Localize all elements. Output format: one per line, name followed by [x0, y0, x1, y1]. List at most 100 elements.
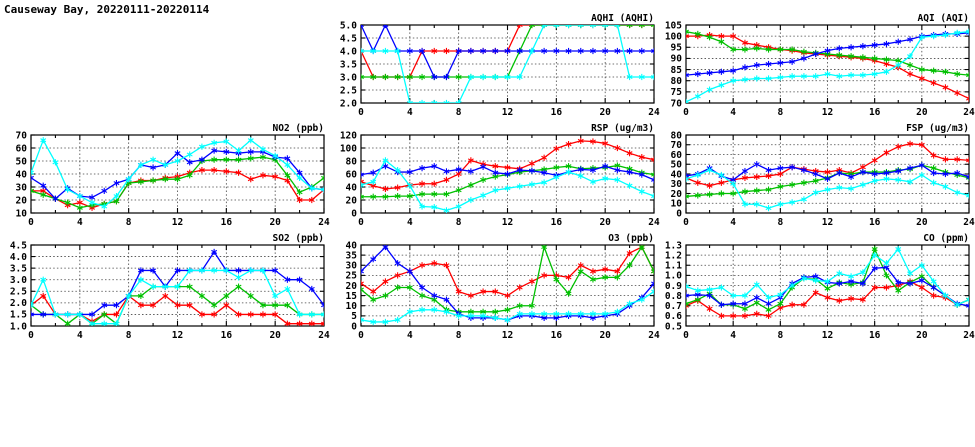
series-so2-day4 — [31, 267, 324, 326]
x-tick-label: 24 — [318, 217, 330, 228]
y-tick-label: 70 — [671, 98, 683, 109]
y-tick-label: 60 — [671, 150, 683, 161]
chart-title-rsp: RSP (ug/m3) — [591, 123, 654, 134]
x-tick-label: 4 — [407, 330, 413, 341]
y-tick-label: 0.7 — [665, 301, 682, 312]
x-tick-label: 12 — [502, 107, 513, 118]
y-tick-label: 105 — [665, 20, 682, 31]
x-tick-label: 12 — [502, 330, 513, 341]
series-aqhi-day4 — [361, 25, 654, 103]
x-tick-label: 12 — [822, 107, 833, 118]
y-tick-label: 10 — [671, 199, 683, 210]
y-tick-label: 30 — [16, 182, 28, 193]
y-tick-label: 60 — [346, 169, 358, 180]
chart-no2: NO2 (ppb) 10 20 30 40 50 60 70 0 4 8 12 16 20 24 — [16, 123, 330, 228]
y-tick-label: 3.0 — [340, 72, 357, 83]
chart-title-aqi: AQI (AQI) — [918, 13, 969, 24]
chart-so2: SO2 (ppb) 1.01.52.02.53.03.54.04.5 0 4 8 12 16… — [10, 233, 330, 341]
series-rsp-day4 — [361, 157, 654, 213]
x-tick-label: 24 — [318, 330, 330, 341]
y-tick-label: 2.5 — [10, 287, 27, 298]
y-tick-label: 0 — [351, 208, 357, 219]
x-tick-label: 24 — [648, 107, 660, 118]
x-tick-label: 16 — [221, 217, 233, 228]
y-tick-label: 20 — [346, 195, 358, 206]
y-tick-label: 75 — [671, 87, 683, 98]
y-tick-label: 1.2 — [665, 250, 682, 261]
series-co-day4 — [686, 245, 969, 308]
panel-aqi: AQI (AQI) 70 75 80 85 90 95 100 105 0 4 8 12 16 20 24 — [655, 10, 975, 122]
series-o3-day4 — [361, 288, 654, 326]
y-tick-label: 70 — [16, 130, 28, 141]
series-no2-day4 — [31, 137, 324, 210]
y-tick-label: 20 — [346, 281, 358, 292]
chart-title-aqhi: AQHI (AQHI) — [591, 13, 654, 24]
y-tick-label: 30 — [671, 179, 683, 190]
y-tick-label: 20 — [671, 189, 683, 200]
x-tick-label: 20 — [916, 330, 928, 341]
y-tick-label: 2.0 — [10, 298, 27, 309]
x-tick-label: 16 — [869, 217, 881, 228]
x-tick-label: 12 — [822, 330, 833, 341]
y-tick-label: 35 — [346, 250, 358, 261]
panel-so2: SO2 (ppb) 1.0 1.5 2.0 2.5 3.0 3.5 4.0 4.5 0 4 8 12 16… — [0, 230, 330, 345]
y-tick-label: 1.0 — [10, 321, 27, 332]
y-tick-label: 25 — [346, 271, 358, 282]
x-tick-label: 0 — [28, 217, 34, 228]
chart-co: CO (ppm) 0.50.60.70.80.91.01.11.21.3 0 4 8 12… — [665, 233, 975, 341]
y-tick-label: 120 — [340, 130, 357, 141]
x-tick-label: 20 — [599, 217, 611, 228]
x-tick-label: 4 — [730, 107, 736, 118]
chart-title-o3: O3 (ppb) — [608, 233, 654, 244]
x-tick-label: 0 — [358, 107, 364, 118]
x-tick-label: 4 — [77, 330, 83, 341]
x-tick-label: 4 — [407, 107, 413, 118]
series-aqi-day4 — [686, 28, 969, 103]
y-tick-label: 70 — [671, 140, 683, 151]
y-tick-label: 5.0 — [340, 20, 357, 31]
x-tick-label: 20 — [269, 330, 281, 341]
y-tick-label: 10 — [346, 301, 358, 312]
y-tick-label: 90 — [671, 54, 683, 65]
x-tick-label: 20 — [599, 330, 611, 341]
y-tick-label: 30 — [346, 261, 358, 272]
y-tick-label: 10 — [16, 208, 28, 219]
x-tick-label: 24 — [963, 217, 975, 228]
series-fsp-day1 — [686, 140, 969, 189]
x-tick-label: 4 — [77, 217, 83, 228]
x-tick-label: 4 — [730, 330, 736, 341]
y-tick-label: 40 — [346, 182, 358, 193]
chart-title-no2: NO2 (ppb) — [273, 123, 324, 134]
y-tick-label: 40 — [346, 240, 358, 251]
y-tick-label: 1.0 — [665, 271, 682, 282]
panel-fsp: FSP (ug/m3) 0 10 20 30 40 50 60 70 80 0 4 8 12 16 20 24 — [655, 120, 975, 232]
y-tick-label: 20 — [16, 195, 28, 206]
y-tick-label: 1.1 — [665, 261, 682, 272]
x-tick-label: 12 — [172, 217, 183, 228]
y-tick-label: 80 — [671, 76, 683, 87]
y-tick-label: 0.6 — [665, 311, 682, 322]
x-tick-label: 8 — [777, 107, 783, 118]
x-tick-label: 8 — [456, 330, 462, 341]
x-tick-label: 20 — [916, 107, 928, 118]
panel-co: CO (ppm) 0.5 0.6 0.7 0.8 0.9 1.0 1.1 1.2 1.3 0 4 8 12… — [655, 230, 975, 345]
x-tick-label: 12 — [822, 217, 833, 228]
x-tick-label: 0 — [28, 330, 34, 341]
chart-title-fsp: FSP (ug/m3) — [906, 123, 969, 134]
x-tick-label: 8 — [456, 217, 462, 228]
y-tick-label: 80 — [346, 156, 358, 167]
x-tick-label: 0 — [683, 330, 689, 341]
y-tick-label: 80 — [671, 130, 683, 141]
panel-aqhi: AQHI (AQHI) 2.0 2.5 3.0 3.5 4.0 4.5 5.0 0 4 8 12 16 2… — [330, 10, 660, 122]
x-tick-label: 0 — [683, 217, 689, 228]
y-tick-label: 3.5 — [10, 263, 27, 274]
series-aqi-day2 — [686, 28, 969, 79]
x-tick-label: 12 — [172, 330, 183, 341]
y-tick-label: 0.9 — [665, 281, 682, 292]
x-tick-label: 8 — [126, 330, 132, 341]
y-tick-label: 50 — [16, 156, 28, 167]
